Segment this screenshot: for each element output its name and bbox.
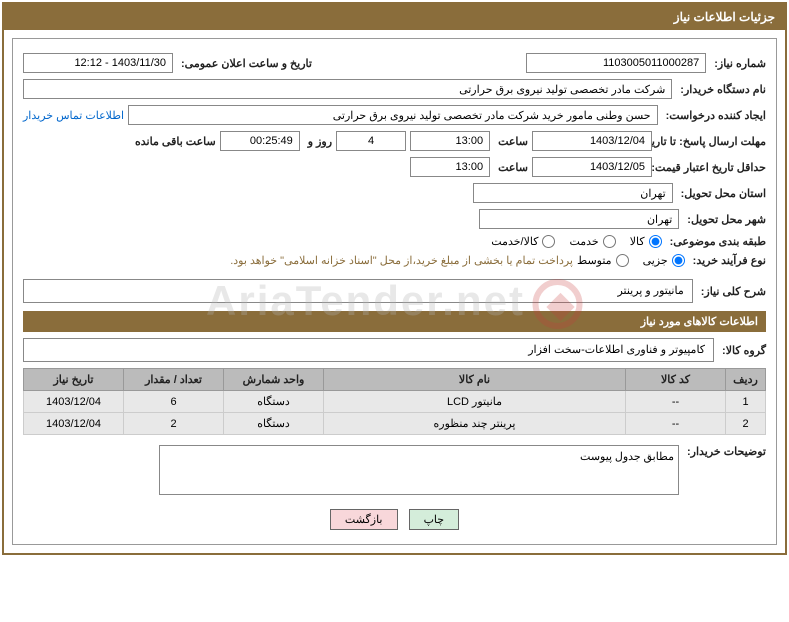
validity-time-field: 13:00 — [410, 157, 490, 177]
th-code: کد کالا — [626, 369, 726, 391]
category-label: طبقه بندی موضوعی: — [666, 235, 766, 248]
desc-label: شرح کلی نیاز: — [697, 285, 766, 298]
process-note: پرداخت تمام یا بخشی از مبلغ خرید،از محل … — [230, 254, 573, 267]
time-label-1: ساعت — [494, 135, 528, 148]
days-field: 4 — [336, 131, 406, 151]
deadline-date-field: 1403/12/04 — [532, 131, 652, 151]
radio-both[interactable]: کالا/خدمت — [491, 235, 555, 248]
countdown-field: 00:25:49 — [220, 131, 300, 151]
notes-textarea[interactable] — [159, 445, 679, 495]
notes-label: توضیحات خریدار: — [683, 445, 766, 458]
table-row: 2--پرینتر چند منظورهدستگاه21403/12/04 — [24, 413, 766, 435]
radio-kala[interactable]: کالا — [630, 235, 662, 248]
table-row: 1--مانیتور LCDدستگاه61403/12/04 — [24, 391, 766, 413]
th-unit: واحد شمارش — [224, 369, 324, 391]
days-label: روز و — [304, 135, 332, 148]
print-button[interactable]: چاپ — [409, 509, 460, 530]
th-row: ردیف — [726, 369, 766, 391]
table-cell: -- — [626, 391, 726, 413]
table-cell: 2 — [726, 413, 766, 435]
table-cell: دستگاه — [224, 413, 324, 435]
contact-link[interactable]: اطلاعات تماس خریدار — [23, 109, 124, 122]
table-cell: 1403/12/04 — [24, 391, 124, 413]
radio-service-label: خدمت — [569, 235, 598, 248]
main-content: شماره نیاز: 1103005011000287 تاریخ و ساع… — [12, 38, 777, 545]
table-cell: 1403/12/04 — [24, 413, 124, 435]
radio-service[interactable]: خدمت — [569, 235, 615, 248]
deadline-label: مهلت ارسال پاسخ: تا تاریخ: — [656, 135, 766, 148]
table-cell: 1 — [726, 391, 766, 413]
deadline-time-field: 13:00 — [410, 131, 490, 151]
radio-medium-input[interactable] — [616, 254, 629, 267]
radio-both-input[interactable] — [542, 235, 555, 248]
radio-kala-input[interactable] — [649, 235, 662, 248]
province-label: استان محل تحویل: — [677, 187, 766, 200]
table-cell: 6 — [124, 391, 224, 413]
buyer-label: نام دستگاه خریدار: — [676, 83, 766, 96]
city-field: تهران — [479, 209, 679, 229]
requester-label: ایجاد کننده درخواست: — [662, 109, 766, 122]
table-cell: مانیتور LCD — [324, 391, 626, 413]
table-cell: پرینتر چند منظوره — [324, 413, 626, 435]
table-cell: دستگاه — [224, 391, 324, 413]
requester-field: حسن وطنی مامور خرید شرکت مادر تخصصی تولی… — [128, 105, 658, 125]
announce-label: تاریخ و ساعت اعلان عمومی: — [177, 57, 312, 70]
table-cell: -- — [626, 413, 726, 435]
radio-medium[interactable]: متوسط — [577, 254, 629, 267]
province-field: تهران — [473, 183, 673, 203]
radio-small-input[interactable] — [672, 254, 685, 267]
th-qty: تعداد / مقدار — [124, 369, 224, 391]
back-button[interactable]: بازگشت — [330, 509, 398, 530]
group-label: گروه کالا: — [718, 344, 766, 357]
radio-medium-label: متوسط — [577, 254, 612, 267]
need-no-field: 1103005011000287 — [526, 53, 706, 73]
city-label: شهر محل تحویل: — [683, 213, 766, 226]
need-no-label: شماره نیاز: — [710, 57, 766, 70]
radio-both-label: کالا/خدمت — [491, 235, 538, 248]
time-label-2: ساعت — [494, 161, 528, 174]
remaining-label: ساعت باقی مانده — [131, 135, 216, 148]
validity-date-field: 1403/12/05 — [532, 157, 652, 177]
radio-small-label: جزیی — [643, 254, 668, 267]
section-goods-header: اطلاعات کالاهای مورد نیاز — [23, 311, 766, 332]
th-name: نام کالا — [324, 369, 626, 391]
radio-service-input[interactable] — [603, 235, 616, 248]
buyer-field: شرکت مادر تخصصی تولید نیروی برق حرارتی — [23, 79, 672, 99]
table-cell: 2 — [124, 413, 224, 435]
page-header: جزئیات اطلاعات نیاز — [4, 4, 785, 30]
announce-field: 1403/11/30 - 12:12 — [23, 53, 173, 73]
group-field: کامپیوتر و فناوری اطلاعات-سخت افزار — [23, 338, 714, 362]
radio-kala-label: کالا — [630, 235, 645, 248]
radio-small[interactable]: جزیی — [643, 254, 685, 267]
validity-label: حداقل تاریخ اعتبار قیمت: تا تاریخ: — [656, 161, 766, 174]
goods-table: ردیف کد کالا نام کالا واحد شمارش تعداد /… — [23, 368, 766, 435]
desc-field: مانیتور و پرینتر — [23, 279, 693, 303]
th-date: تاریخ نیاز — [24, 369, 124, 391]
process-label: نوع فرآیند خرید: — [689, 254, 766, 267]
